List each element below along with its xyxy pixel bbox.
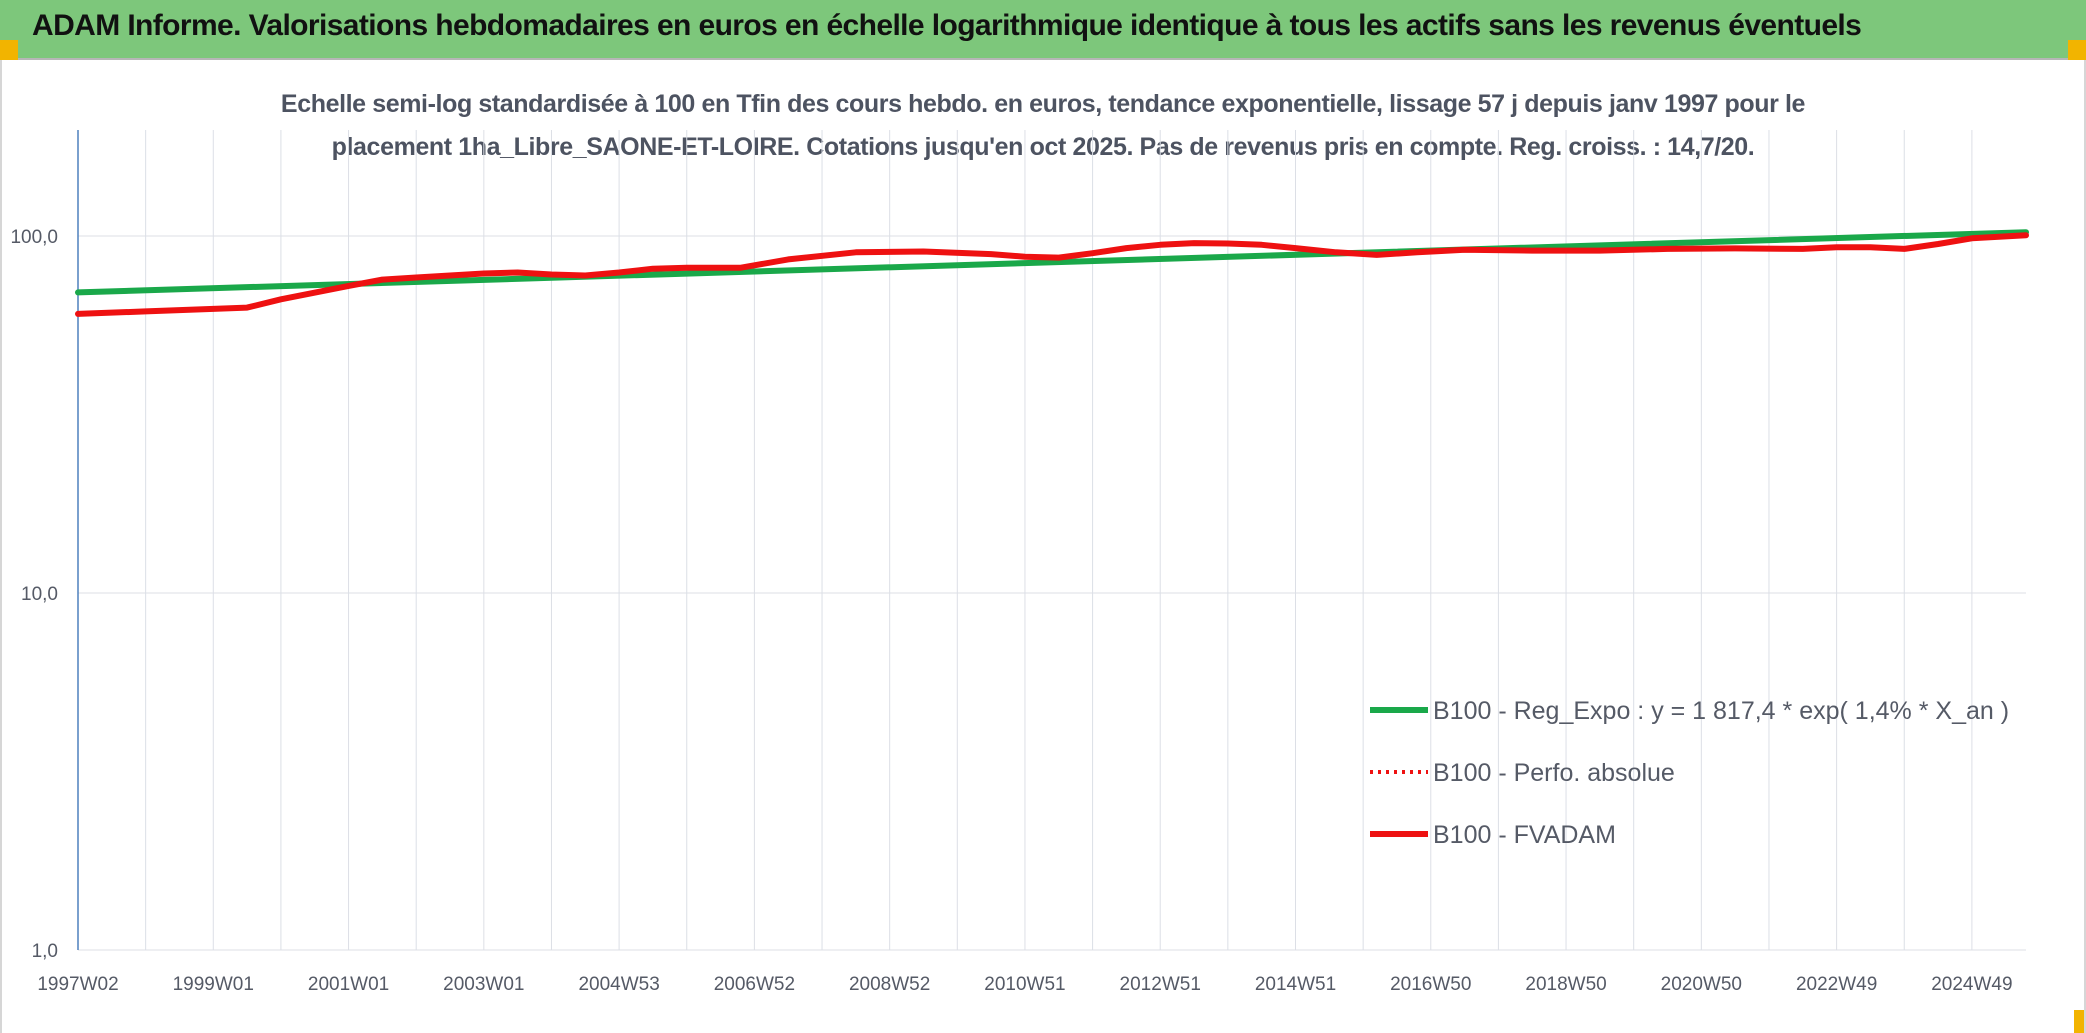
x-tick-label: 2012W51 [1120,974,1201,995]
chart-subtitle-line-1: Echelle semi-log standardisée à 100 en T… [280,90,1806,118]
x-tick-label: 2016W50 [1390,974,1471,995]
y-tick-label: 1,0 [32,941,58,962]
y-tick-label: 100,0 [10,227,58,248]
x-tick-label: 1997W02 [37,974,118,995]
x-tick-label: 2024W49 [1931,974,2012,995]
x-tick-label: 1999W01 [173,974,254,995]
fvadam-line [75,232,2029,317]
corner-accent-top-right [2068,40,2086,60]
report-banner: ADAM Informe. Valorisations hebdomadaire… [0,0,2086,60]
chart-frame [0,60,2086,1033]
x-tick-label: 2018W50 [1525,974,1606,995]
x-tick-label: 2010W51 [984,974,1065,995]
report-title: ADAM Informe. Valorisations hebdomadaire… [32,9,1862,42]
grid-lines [77,130,2026,951]
regression-line [75,229,2029,296]
x-tick-label: 2022W49 [1796,974,1877,995]
chart-legend: B100 - Reg_Expo : y = 1 817,4 * exp( 1,4… [1370,697,2009,849]
x-tick-label: 2020W50 [1661,974,1742,995]
legend-entry-label: B100 - Perfo. absolue [1433,759,1675,787]
x-tick-label: 2003W01 [443,974,524,995]
corner-accent-top-left [0,40,18,60]
legend-entry-label: B100 - FVADAM [1433,821,1616,849]
x-tick-label: 2004W53 [578,974,659,995]
data-series [75,229,2029,317]
chart-subtitle-line-2: placement 1ha_Libre_SAONE-ET-LOIRE. Cota… [331,133,1755,161]
y-tick-label: 10,0 [21,584,58,605]
legend-entry-label: B100 - Reg_Expo : y = 1 817,4 * exp( 1,4… [1433,697,2009,725]
axes: 1,0 10,0 100,0 1997W02 1999W01 2001W01 2003W01… [10,130,2013,995]
x-tick-label: 2014W51 [1255,974,1336,995]
x-tick-label: 2001W01 [308,974,389,995]
x-tick-label: 2008W52 [849,974,930,995]
x-tick-label: 2006W52 [714,974,795,995]
corner-accent-bottom-right [2074,1010,2086,1033]
